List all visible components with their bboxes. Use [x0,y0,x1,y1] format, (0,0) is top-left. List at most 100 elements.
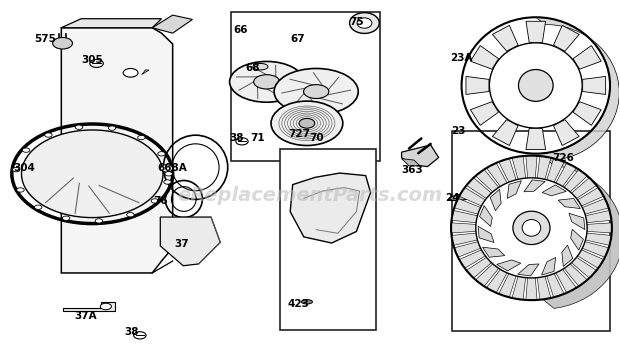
Text: 363: 363 [401,165,423,175]
Polygon shape [471,46,498,69]
Polygon shape [451,233,479,245]
Text: 575: 575 [34,34,56,43]
Text: 23: 23 [451,126,466,136]
Polygon shape [526,21,546,42]
Ellipse shape [271,101,343,146]
Polygon shape [577,188,604,206]
Ellipse shape [299,118,315,128]
Circle shape [108,126,116,130]
Ellipse shape [301,300,312,304]
Polygon shape [524,180,545,192]
Text: 76: 76 [153,196,167,206]
Text: 37: 37 [174,239,188,249]
Text: 23A: 23A [450,53,473,63]
Ellipse shape [518,70,553,101]
Polygon shape [526,156,537,179]
Ellipse shape [513,211,550,245]
Polygon shape [490,189,501,211]
Polygon shape [476,263,499,286]
Text: 727: 727 [288,129,310,139]
Polygon shape [571,257,596,278]
Polygon shape [466,178,492,199]
Polygon shape [487,163,508,187]
Ellipse shape [350,13,379,33]
Text: 726: 726 [552,152,575,163]
Polygon shape [543,156,620,308]
Circle shape [123,68,138,77]
Ellipse shape [274,68,358,115]
Polygon shape [476,169,499,193]
Polygon shape [498,159,516,183]
Polygon shape [569,213,585,230]
Text: 668A: 668A [158,163,187,173]
Circle shape [75,125,82,129]
Polygon shape [554,120,579,146]
Polygon shape [585,233,611,245]
Circle shape [45,133,52,137]
Polygon shape [454,198,482,214]
Circle shape [126,212,134,217]
Circle shape [35,205,42,209]
Polygon shape [582,241,609,257]
Ellipse shape [522,219,541,236]
Polygon shape [558,198,580,209]
Polygon shape [142,70,149,75]
Circle shape [164,180,171,184]
Polygon shape [583,76,606,94]
Polygon shape [61,19,162,28]
Text: 71: 71 [250,134,265,143]
Polygon shape [537,275,551,300]
Bar [280,149,376,329]
Polygon shape [512,275,526,300]
Text: 37A: 37A [75,311,97,321]
Polygon shape [492,120,518,146]
Text: 70: 70 [309,134,324,143]
Polygon shape [512,156,526,180]
Polygon shape [471,102,498,125]
Text: 423: 423 [288,299,310,309]
Polygon shape [402,159,420,166]
Polygon shape [61,28,172,273]
Polygon shape [153,15,192,33]
Circle shape [22,148,30,152]
Ellipse shape [476,178,587,278]
Text: 75: 75 [349,17,364,27]
Text: 38: 38 [230,134,244,143]
Polygon shape [570,229,583,250]
Polygon shape [577,249,604,268]
Text: 305: 305 [81,55,103,65]
Ellipse shape [304,85,329,98]
Polygon shape [459,249,486,268]
Polygon shape [537,156,551,180]
Circle shape [63,216,70,220]
Circle shape [157,152,165,156]
Polygon shape [63,302,115,311]
Circle shape [17,188,24,192]
Polygon shape [573,46,601,69]
Text: eReplacementParts.com: eReplacementParts.com [177,186,443,205]
Ellipse shape [489,43,582,128]
Polygon shape [487,269,508,293]
Circle shape [95,219,103,223]
Ellipse shape [450,194,474,201]
Polygon shape [582,198,609,214]
Polygon shape [479,206,492,227]
Polygon shape [466,257,492,278]
Polygon shape [562,245,573,266]
Polygon shape [541,257,556,275]
Polygon shape [571,178,596,199]
Polygon shape [492,25,518,51]
Polygon shape [498,273,516,297]
Ellipse shape [254,75,280,89]
Circle shape [53,38,73,49]
Polygon shape [564,263,587,286]
Polygon shape [526,277,537,300]
Ellipse shape [229,62,304,102]
Ellipse shape [22,130,163,218]
Polygon shape [402,145,439,167]
Polygon shape [478,226,494,243]
Polygon shape [556,163,577,187]
Bar [452,131,610,331]
Polygon shape [161,217,220,266]
Polygon shape [542,185,566,196]
